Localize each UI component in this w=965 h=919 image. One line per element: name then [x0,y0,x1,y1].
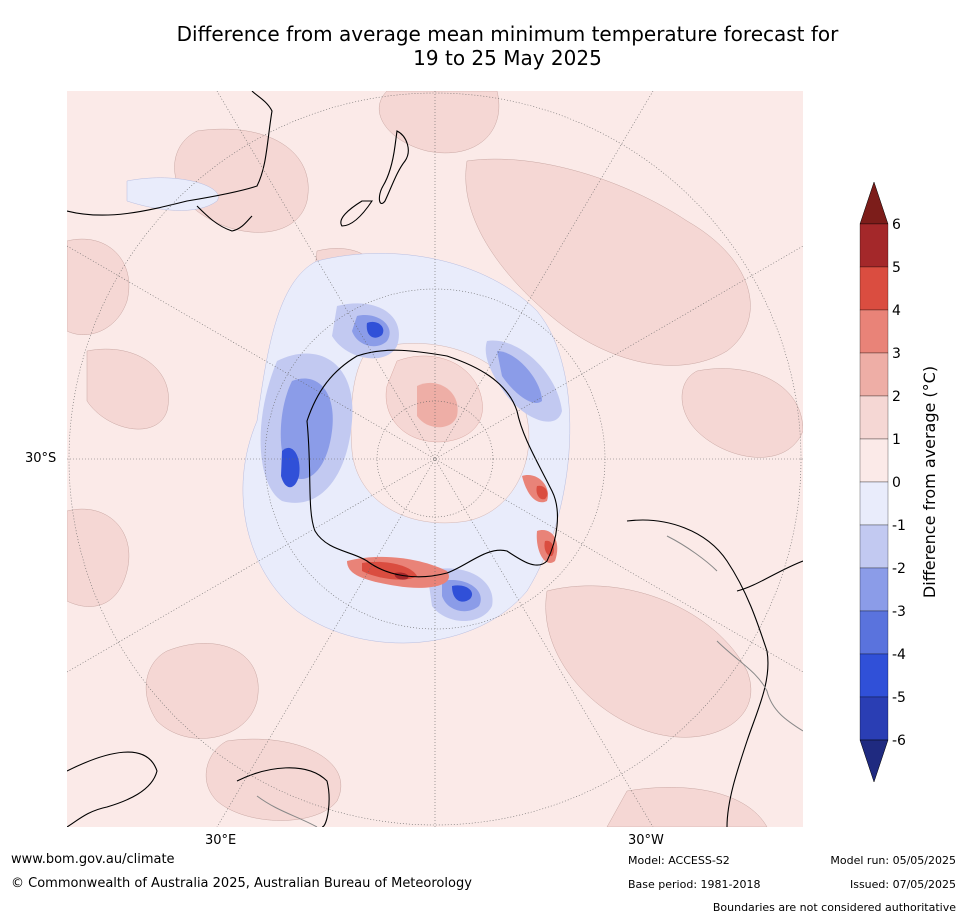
warm-core-strong [417,382,458,428]
colorbar-tick-label: 4 [892,303,901,319]
colorbar-extend-bottom [859,739,889,782]
colorbar-band [859,610,889,655]
colorbar-tick-label: 2 [892,389,901,405]
title-line-2: 19 to 25 May 2025 [413,46,602,70]
colorbar-bands [859,182,889,782]
model-text: Model: ACCESS-S2 [628,854,730,867]
boundaries [256,535,803,827]
colorbar-tick-label: -6 [892,733,906,749]
map-title: Difference from average mean minimum tem… [60,22,955,70]
colorbar-extend-top [859,182,889,225]
colorbar-tick-label: -2 [892,561,906,577]
lon-label-30e: 30°E [205,833,237,848]
colorbar-tick-label: -5 [892,690,906,706]
issued-text: Issued: 07/05/2025 [849,878,956,891]
colorbar-label: Difference from average (°C) [920,366,939,598]
colorbar-tick-label: 3 [892,346,901,362]
colorbar-band [859,696,889,741]
lon-label-30w: 30°W [628,833,664,848]
base-period-text: Base period: 1981-2018 [628,878,761,891]
colorbar-band [859,524,889,569]
colorbar-band [859,223,889,268]
colorbar-band [859,481,889,526]
model-run-text: Model run: 05/05/2025 [830,854,956,867]
colorbar-tick-label: 1 [892,432,901,448]
colorbar-band [859,567,889,612]
lat-label-30s: 30°S [25,451,57,466]
disclaimer-text: Boundaries are not considered authoritat… [712,901,956,914]
cool-core-strong [281,321,473,602]
title-line-1: Difference from average mean minimum tem… [176,22,839,46]
colorbar-tick-label: 0 [892,475,901,491]
coastlines [67,91,803,827]
colorbar-tick-label: -4 [892,647,906,663]
website-link[interactable]: www.bom.gov.au/climate [11,852,175,867]
colorbar-tick-label: 6 [892,217,901,233]
colorbar-band [859,352,889,397]
colorbar-ticks: 6 5 4 3 2 1 0 -1 -2 -3 -4 -5 -6 [892,217,906,749]
colorbar: 6 5 4 3 2 1 0 -1 -2 -3 -4 -5 -6 Difference from aver… [859,182,939,782]
colorbar-band [859,438,889,483]
colorbar-tick-label: 5 [892,260,901,276]
graticule [67,91,803,827]
colorbar-band [859,395,889,440]
copyright-text: © Commonwealth of Australia 2025, Austra… [11,876,472,891]
colorbar-tick-label: -3 [892,604,906,620]
temperature-anomaly-map [67,91,803,827]
colorbar-band [859,266,889,311]
colorbar-band [859,653,889,698]
colorbar-tick-label: -1 [892,518,906,534]
colorbar-band [859,309,889,354]
